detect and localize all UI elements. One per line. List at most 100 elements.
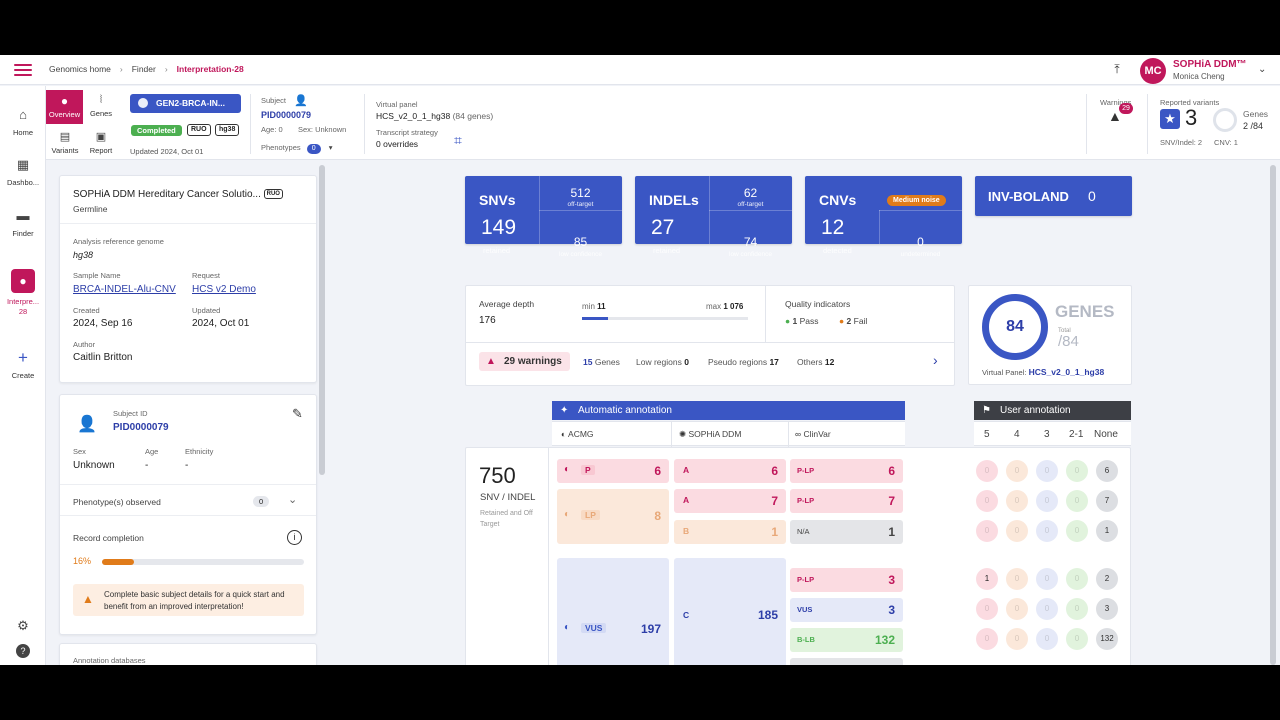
user-annotation-count[interactable]: 0 [1036, 460, 1058, 482]
chevron-down-icon[interactable]: ⌄ [1258, 64, 1267, 75]
analysis-chip[interactable]: GEN2-BRCA-IN... [130, 94, 241, 113]
tab-overview[interactable]: ● Overview [46, 90, 83, 124]
user-annotation-count[interactable]: 0 [1006, 520, 1028, 542]
breadcrumb-finder[interactable]: Finder [131, 64, 156, 74]
user-annotation-count[interactable]: 0 [1066, 568, 1088, 590]
user-annotation-count[interactable]: 0 [1006, 568, 1028, 590]
user-annotation-count[interactable]: 2 [1096, 568, 1118, 590]
sample-link[interactable]: BRCA-INDEL-Alu-CNV [73, 284, 176, 295]
sophia-column[interactable]: ✺ SOPHiA DDM [679, 429, 742, 439]
user-annotation-count[interactable]: 0 [1066, 460, 1088, 482]
subject-id-link[interactable]: PID0000079 [113, 422, 169, 433]
chevron-right-icon[interactable]: › [933, 352, 938, 368]
user-annotation-count[interactable]: 0 [1006, 460, 1028, 482]
user-annotation-count[interactable]: 0 [1066, 520, 1088, 542]
snv-indel-count: SNV/Indel: 2 [1160, 138, 1203, 147]
warning-icon[interactable]: ▲ [1108, 108, 1122, 124]
user-annotation-count[interactable]: 3 [1096, 598, 1118, 620]
user-annotation-count[interactable]: 0 [1036, 490, 1058, 512]
person-icon: 👤 [77, 416, 97, 433]
user-annotation-count[interactable]: 0 [1006, 598, 1028, 620]
user-annotation-count[interactable]: 0 [976, 460, 998, 482]
variant-total: 750 [479, 463, 516, 488]
user-annotation-count[interactable]: 0 [1006, 628, 1028, 650]
sophia-a-cell[interactable]: A 6 [674, 459, 786, 483]
user-annotation-count[interactable]: 0 [1066, 490, 1088, 512]
nav-interpretation[interactable]: ● Interpre... 28 [0, 269, 46, 317]
snv-tile[interactable]: SNVs 149 retained 512 off-target 85 low … [465, 176, 622, 258]
upload-icon[interactable]: ⤒ [1114, 62, 1120, 76]
indel-tile[interactable]: INDELs 27 retained 62 off-target 74 low … [635, 176, 792, 258]
user-annotation-count[interactable]: 132 [1096, 628, 1118, 650]
user-col-4[interactable]: 4 [1014, 429, 1020, 440]
nav-dashboard[interactable]: ▦ Dashbo... [0, 158, 46, 188]
warning-icon: ▲ [486, 356, 496, 367]
info-icon[interactable]: i [287, 530, 302, 545]
inv-boland-tile[interactable]: INV-BOLAND 0 [975, 176, 1132, 216]
tab-variants[interactable]: ▤ Variants [48, 131, 82, 155]
nav-finder[interactable]: ▬ Finder [0, 209, 46, 239]
user-annotation-count[interactable]: 0 [976, 628, 998, 650]
subject-id[interactable]: PID0000079 [261, 110, 312, 120]
acmg-lp-cell[interactable]: ◐ LP 8 [557, 489, 669, 544]
genes-card[interactable]: 84 GENES Total /84 Virtual Panel: HCS_v2… [968, 285, 1132, 385]
avatar[interactable]: MC [1140, 58, 1166, 84]
user-annotation-count[interactable]: 0 [1036, 520, 1058, 542]
sophia-b-cell[interactable]: B 1 [674, 520, 786, 544]
user-annotation-count[interactable]: 0 [1066, 598, 1088, 620]
request-label: Request [192, 271, 220, 280]
crop-icon[interactable]: ⌗ [454, 132, 462, 148]
variant-summary-table: 750 SNV / INDEL Retained and Off Target … [465, 447, 1131, 665]
context-header: ● Overview ⦚ Genes ▤ Variants ▣ Report G… [46, 86, 1280, 160]
clinvar-plp-cell[interactable]: P-LP 6 [790, 459, 903, 483]
auto-annotation-columns: ◐ ACMG ✺ SOPHiA DDM ∞ ClinVar [552, 421, 905, 447]
tab-genes[interactable]: ⦚ Genes [84, 94, 118, 118]
acmg-vus-cell[interactable]: ◐ VUS 197 [557, 558, 669, 665]
warnings-chip[interactable]: ▲ 29 warnings [479, 352, 570, 371]
chevron-down-icon[interactable]: ⌄ [288, 494, 298, 506]
clinvar-blb-cell[interactable]: B-LB 132 [790, 628, 903, 652]
scrollbar[interactable] [319, 165, 325, 475]
clinvar-next-cell[interactable] [790, 658, 903, 665]
user-annotation-count[interactable]: 1 [1096, 520, 1118, 542]
clinvar-plp2-cell[interactable]: P-LP 7 [790, 489, 903, 513]
clinvar-vus-cell[interactable]: VUS 3 [790, 598, 903, 622]
edit-icon[interactable]: ✎ [292, 406, 303, 421]
user-col-2-1[interactable]: 2-1 [1069, 429, 1084, 440]
user-annotation-count[interactable]: 0 [976, 598, 998, 620]
sophia-c-cell[interactable]: C 185 [674, 558, 786, 665]
user-col-5[interactable]: 5 [984, 429, 990, 440]
user-annotation-count[interactable]: 0 [1036, 568, 1058, 590]
tab-report[interactable]: ▣ Report [84, 131, 118, 155]
clinvar-column[interactable]: ∞ ClinVar [795, 429, 831, 439]
user-col-none[interactable]: None [1094, 429, 1118, 440]
user-annotation-count[interactable]: 0 [1036, 598, 1058, 620]
phenotype-label[interactable]: Phenotype(s) observed [73, 497, 161, 507]
cnv-tile[interactable]: CNVs Medium noise 12 detected 0 undeterm… [805, 176, 962, 258]
nav-home[interactable]: ⌂ Home [0, 108, 46, 138]
user-annotation-count[interactable]: 0 [976, 520, 998, 542]
user-annotation-count[interactable]: 7 [1096, 490, 1118, 512]
user-annotation-count[interactable]: 0 [1036, 628, 1058, 650]
acmg-column[interactable]: ◐ ACMG [561, 429, 594, 439]
breadcrumb-home[interactable]: Genomics home [49, 64, 111, 74]
clinvar-plp3-cell[interactable]: P-LP 3 [790, 568, 903, 592]
indel-offtarget: 62 [743, 186, 758, 200]
main-scrollbar[interactable] [1270, 165, 1276, 665]
settings-icon[interactable]: ⚙ [17, 618, 29, 633]
user-annotation-count[interactable]: 0 [976, 490, 998, 512]
clinvar-na-cell[interactable]: N/A 1 [790, 520, 903, 544]
sophia-a2-cell[interactable]: A 7 [674, 489, 786, 513]
menu-icon[interactable] [14, 64, 32, 76]
user-annotation-count[interactable]: 6 [1096, 460, 1118, 482]
user-annotation-count[interactable]: 0 [1006, 490, 1028, 512]
user-col-3[interactable]: 3 [1044, 429, 1050, 440]
acmg-p-cell[interactable]: ◐ P 6 [557, 459, 669, 483]
user-annotation-count[interactable]: 1 [976, 568, 998, 590]
cnv-undetermined-label: undetermined [900, 251, 941, 258]
user-annotation-count[interactable]: 0 [1066, 628, 1088, 650]
request-link[interactable]: HCS v2 Demo [192, 284, 256, 295]
subject-label: Subject [261, 96, 287, 105]
help-icon[interactable]: ? [0, 644, 46, 664]
nav-create[interactable]: + Create [0, 349, 46, 380]
